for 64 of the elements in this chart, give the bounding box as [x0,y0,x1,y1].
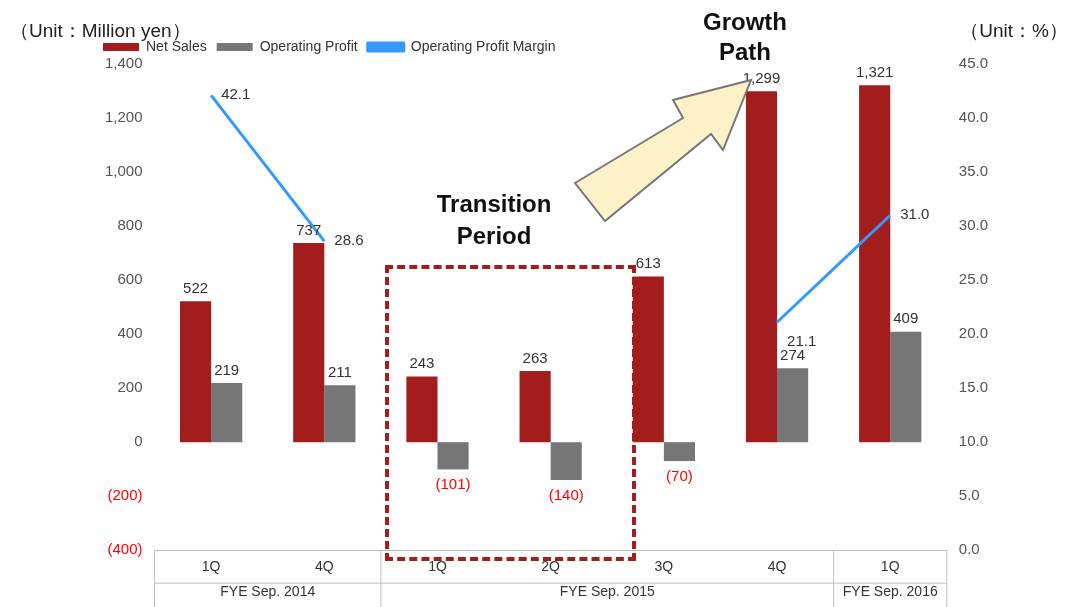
legend-label: Operating Profit Margin [410,37,556,54]
data-label: 409 [893,309,919,327]
y-tick-label: 1,200 [104,108,143,126]
bar [632,276,664,443]
y-tick-label: (200) [107,486,143,504]
data-label: 522 [183,278,209,296]
y2-tick-label: 20.0 [958,324,989,342]
data-label: 243 [409,354,435,372]
data-label: 613 [635,254,661,272]
text: FYE Sep. 2016 [842,583,938,600]
y-tick-label: 400 [117,324,143,342]
y2-tick-label: 40.0 [958,108,989,126]
data-label: 1,321 [855,62,894,80]
y-tick-label: 800 [117,216,143,234]
bar [211,383,243,443]
bar [777,368,809,443]
text: FYE Sep. 2014 [220,583,316,600]
bar [293,243,325,443]
data-label: 28.6 [334,231,364,249]
text: FYE Sep. 2015 [559,583,655,600]
bar [745,91,778,443]
y-tick-label: 200 [117,378,143,396]
bar [406,376,438,443]
y2-tick-label: 0.0 [958,540,980,558]
bar [324,385,356,443]
y2-tick-label: 10.0 [958,432,989,450]
x-tick-label: 3Q [654,558,674,575]
y2-tick-label: 15.0 [958,378,989,396]
legend-label: Operating Profit [259,37,358,54]
y2-tick-label: 45.0 [958,54,989,72]
y-axis-title: （Unit：Million yen） [10,19,191,41]
data-label: 263 [522,348,548,366]
data-label: 211 [327,362,352,380]
y2-axis-title: （Unit：%） [960,19,1068,41]
bar [437,442,469,470]
y-tick-label: (400) [107,540,143,558]
data-label: 42.1 [221,85,251,103]
bar [859,85,891,443]
y-tick-label: 1,400 [104,54,143,72]
x-tick-label: 2Q [541,558,561,575]
y-tick-label: 600 [117,270,143,288]
data-label: 31.0 [900,205,930,223]
x-tick-label: 1Q [880,558,900,575]
data-label: (70) [666,466,693,484]
x-tick-label: 4Q [314,558,334,575]
bar [663,442,695,462]
data-label: 219 [214,360,240,378]
annotation: Transition Period [436,189,552,249]
y-tick-label: 1,000 [104,162,143,180]
y2-tick-label: 35.0 [958,162,989,180]
bar [519,371,551,443]
y-tick-label: 0 [134,432,143,450]
annotation: Growth Path [703,7,787,65]
y2-tick-label: 5.0 [958,486,980,504]
x-tick-label: 1Q [428,558,447,575]
bar [550,442,582,480]
data-label: (140) [548,485,584,503]
x-tick-label: 4Q [767,558,787,575]
y2-tick-label: 25.0 [958,270,989,288]
data-label: (101) [435,475,471,493]
x-tick-label: 1Q [201,558,221,575]
bar [890,331,922,443]
y2-tick-label: 30.0 [958,216,989,234]
bar [180,301,212,443]
